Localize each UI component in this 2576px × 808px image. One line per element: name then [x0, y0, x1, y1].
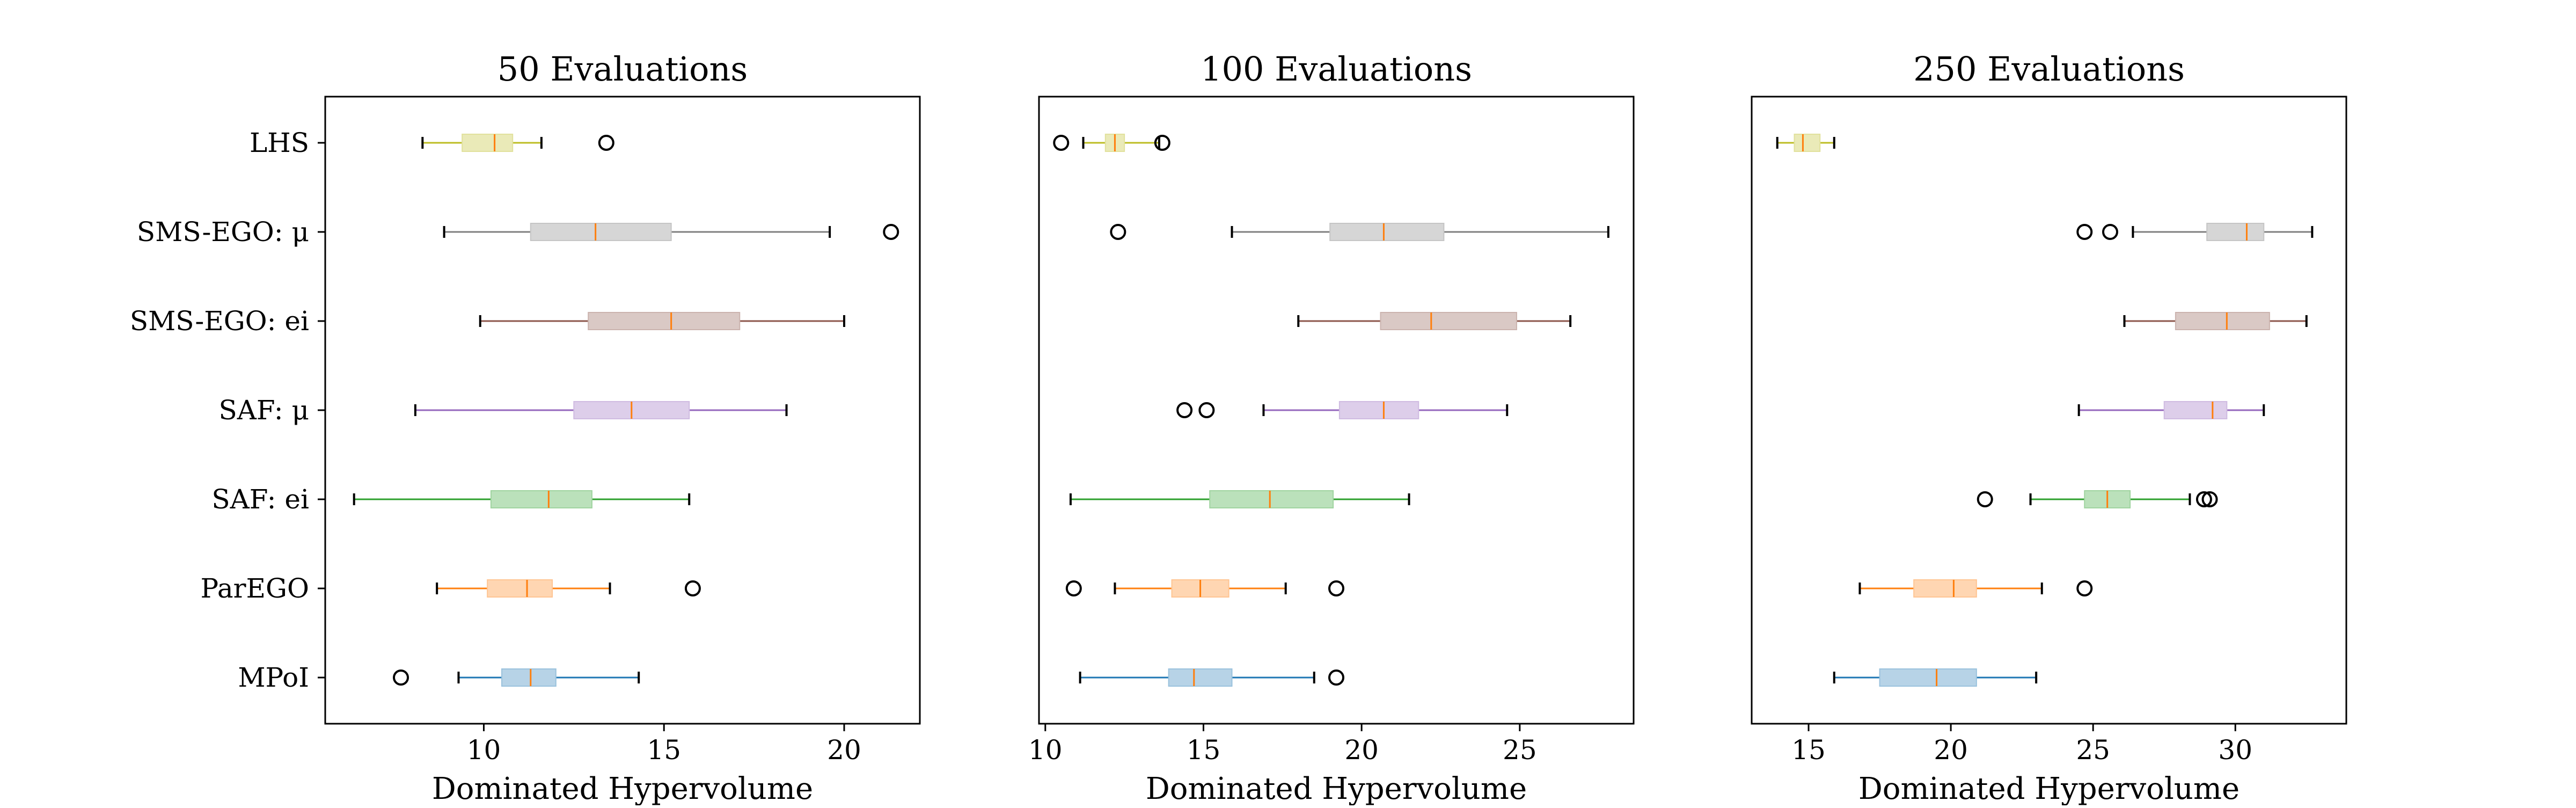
box-iqr [2206, 223, 2265, 241]
x-tick-label: 15 [1187, 734, 1221, 766]
x-tick-label: 20 [1934, 734, 1968, 766]
box-mpoi [1833, 668, 2038, 687]
category-label: SAF: ei [211, 484, 309, 515]
outlier-point [1154, 135, 1170, 151]
panel-title: 250 Evaluations [1913, 49, 2185, 89]
box-sms-ego-ei [479, 312, 845, 330]
box-sms-ego-ei [1297, 312, 1572, 330]
x-tick-label: 15 [1791, 734, 1826, 766]
box-iqr [2163, 401, 2228, 419]
box-saf-ei [1069, 490, 1410, 508]
outlier-point [1328, 669, 1344, 686]
panel-2: 100 Evaluations 10 15 20 25 Dominated Hypervo… [1028, 49, 1635, 806]
box-saf-ei [353, 490, 691, 508]
category-label: SMS-EGO: ei [130, 305, 309, 337]
outlier-point [1065, 580, 1082, 596]
box-iqr [1794, 134, 1821, 152]
x-axis-label: Dominated Hypervolume [1858, 771, 2240, 805]
box-iqr [501, 668, 557, 687]
outlier-point [393, 669, 409, 686]
box-mpoi [393, 668, 640, 687]
x-tick-label: 10 [1028, 734, 1063, 766]
panel-3: 250 Evaluations 15 20 25 30 Dominated Hypervo… [1751, 49, 2347, 806]
box-iqr [1913, 579, 1977, 598]
box-iqr [530, 223, 672, 241]
box-iqr [490, 490, 592, 508]
panel-1: 50 Evaluations 10 15 20 Dominated Hypervolum… [130, 49, 921, 806]
box-saf-ei [1977, 490, 2218, 508]
outlier-point [2196, 491, 2212, 507]
x-tick-label: 10 [467, 734, 501, 766]
box-iqr [487, 579, 553, 598]
box-iqr [588, 312, 741, 330]
box-parego [436, 579, 701, 598]
box-iqr [1329, 223, 1445, 241]
box-parego [1858, 579, 2093, 598]
box-sms-ego- [443, 223, 899, 241]
outlier-point [1198, 402, 1215, 418]
box-iqr [1338, 401, 1419, 419]
outlier-point [1977, 491, 1993, 507]
box-parego [1065, 579, 1344, 598]
category-label: MPoI [238, 662, 309, 693]
outlier-point [1328, 580, 1344, 596]
box-sms-ego- [1110, 223, 1609, 241]
panel-title: 100 Evaluations [1201, 49, 1472, 89]
x-tick-label: 20 [827, 734, 861, 766]
box-iqr [1209, 490, 1334, 508]
box-lhs [421, 134, 614, 152]
x-tick-label: 25 [2076, 734, 2110, 766]
axes-frame [1038, 96, 1635, 725]
category-label: SAF: μ [218, 395, 309, 426]
box-iqr [1879, 668, 1977, 687]
x-axis-label: Dominated Hypervolume [432, 771, 813, 805]
x-tick-label: 20 [1344, 734, 1379, 766]
box-saf- [2077, 401, 2265, 419]
box-saf- [414, 401, 788, 419]
box-mpoi [1079, 668, 1344, 687]
box-iqr [1380, 312, 1517, 330]
axes-frame [1751, 96, 2347, 725]
outlier-point [2102, 224, 2118, 240]
box-sms-ego- [2076, 223, 2314, 241]
outlier-point [1053, 135, 1070, 151]
x-axis-label: Dominated Hypervolume [1146, 771, 1527, 805]
x-tick-label: 25 [1503, 734, 1537, 766]
x-tick-label: 15 [647, 734, 681, 766]
box-sms-ego-ei [2123, 312, 2308, 330]
outlier-point [2076, 580, 2093, 596]
outlier-point [2076, 224, 2093, 240]
box-lhs [1776, 134, 1835, 152]
outlier-point [1176, 402, 1193, 418]
box-saf- [1176, 401, 1509, 419]
outlier-point [598, 135, 614, 151]
outlier-point [1110, 224, 1126, 240]
category-label: LHS [250, 127, 309, 158]
outlier-point [684, 580, 701, 596]
box-iqr [2175, 312, 2270, 330]
category-label: SMS-EGO: μ [137, 216, 309, 248]
box-lhs [1053, 134, 1170, 152]
x-tick-label: 30 [2218, 734, 2252, 766]
box-iqr [1168, 668, 1233, 687]
outlier-point [883, 224, 899, 240]
category-label: ParEGO [200, 573, 309, 604]
outlier-point [2201, 491, 2218, 507]
box-iqr [462, 134, 514, 152]
panel-title: 50 Evaluations [497, 49, 748, 89]
